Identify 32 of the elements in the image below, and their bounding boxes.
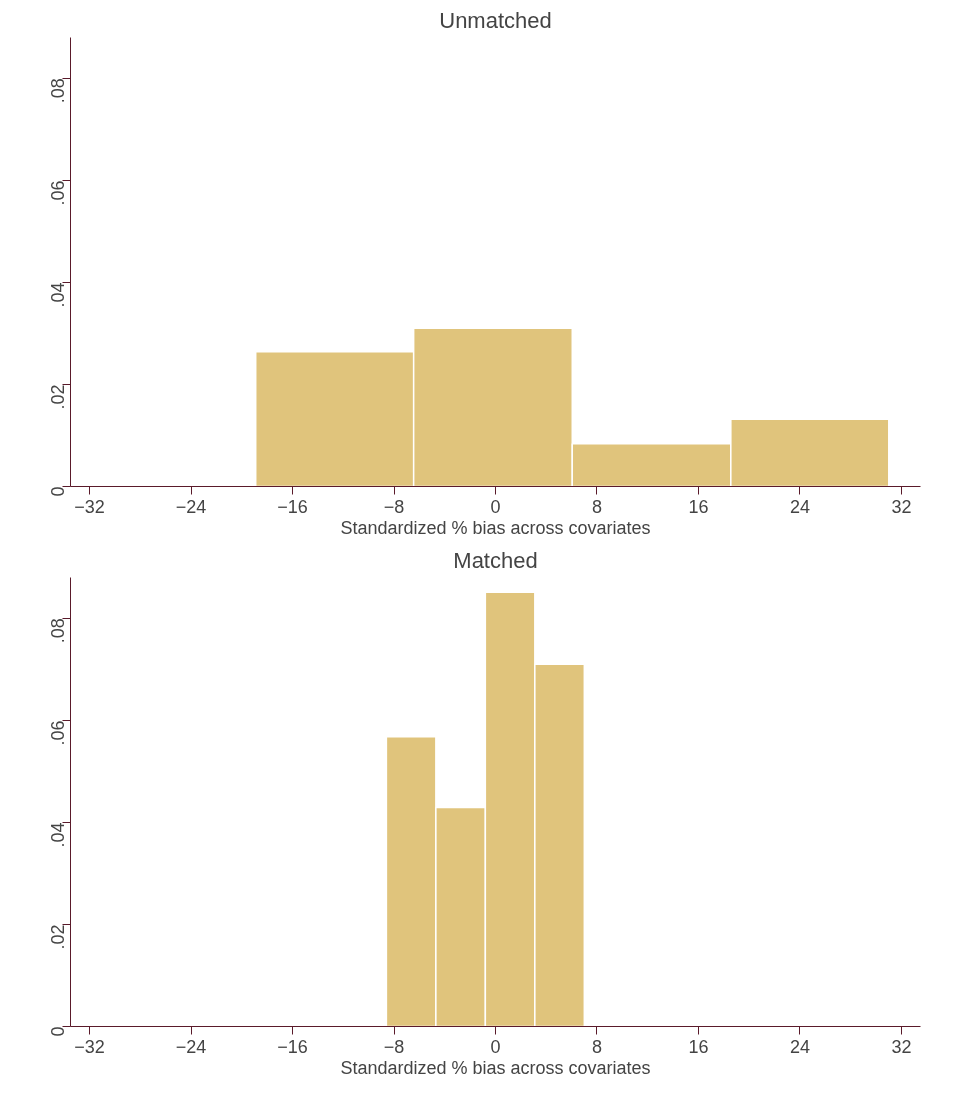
x-tick-label: 16 (688, 496, 709, 517)
chart-title: Matched (453, 547, 538, 573)
y-tick-label: .02 (48, 384, 68, 410)
y-tick-label: .02 (48, 924, 68, 950)
y-tick-label: .04 (48, 282, 68, 308)
x-tick-label: −32 (74, 1036, 105, 1057)
x-tick-label: 0 (490, 1036, 501, 1057)
x-tick-label: 24 (789, 1036, 810, 1057)
x-tick-label: −16 (277, 496, 308, 517)
x-tick-label: −8 (383, 496, 405, 517)
x-tick-label: 0 (490, 496, 501, 517)
x-axis-title: Standardized % bias across covariates (340, 517, 651, 538)
y-tick-label: 0 (48, 486, 68, 497)
x-tick-label: 8 (591, 496, 602, 517)
x-tick-label: 24 (789, 496, 810, 517)
x-tick-label: −24 (175, 496, 207, 517)
x-tick-label: 32 (891, 496, 912, 517)
x-tick-label: 32 (891, 1036, 912, 1057)
y-tick-label: .06 (48, 180, 68, 206)
y-tick-label: 0 (48, 1026, 68, 1037)
y-tick-label: .08 (48, 78, 68, 104)
x-tick-label: −24 (175, 1036, 207, 1057)
y-tick-label: .04 (48, 822, 68, 848)
chart-title: Unmatched (439, 7, 552, 33)
y-tick-label: .06 (48, 720, 68, 746)
x-tick-label: −16 (277, 1036, 308, 1057)
x-tick-label: 8 (591, 1036, 602, 1057)
x-axis-title: Standardized % bias across covariates (340, 1057, 651, 1078)
x-tick-label: −8 (383, 1036, 405, 1057)
x-tick-label: 16 (688, 1036, 709, 1057)
x-tick-label: −32 (74, 496, 105, 517)
y-tick-label: .08 (48, 618, 68, 644)
